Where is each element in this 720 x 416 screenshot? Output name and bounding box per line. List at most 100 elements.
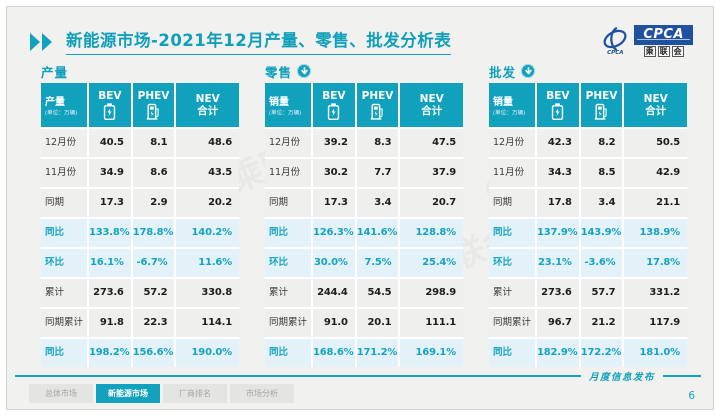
panel-production: 产量 产量 (单位：万辆) BEV [41, 61, 239, 367]
logo-wordmark: CPCA [634, 25, 693, 45]
nev-total-column-header: NEV 合计 [624, 83, 687, 127]
cell-value: 96.7 [537, 309, 579, 337]
row-label: 环比 [41, 249, 87, 277]
cell-value: 54.5 [356, 279, 399, 307]
row-label: 12月份 [41, 129, 87, 157]
cell-value: 21.2 [580, 309, 623, 337]
cell-value: 156.6% [132, 339, 175, 367]
cell-value: 7.5% [356, 249, 399, 277]
panel-title: 批发 [489, 64, 517, 80]
row-label: 同期 [489, 189, 535, 217]
section-tab-3[interactable]: 市场分析 [230, 384, 294, 403]
cell-value: 43.5 [176, 159, 239, 187]
row-label: 同期 [265, 189, 311, 217]
cell-value: 117.9 [624, 309, 687, 337]
cell-value: 17.3 [89, 189, 131, 217]
cell-value: 114.1 [176, 309, 239, 337]
cell-value: 181.0% [624, 339, 687, 367]
cpca-logo: CPCA CPCA 乘 联 会 [601, 25, 693, 57]
row-label: 11月份 [265, 159, 311, 187]
cell-value: 42.9 [624, 159, 687, 187]
cell-value: 91.8 [89, 309, 131, 337]
charging-station-icon [594, 103, 607, 120]
row-label: 同比 [489, 219, 535, 247]
panel-production-header: 产量 [41, 61, 239, 81]
section-tab-2[interactable]: 厂商排名 [163, 384, 227, 403]
row-label: 累计 [41, 279, 87, 307]
cell-value: 40.5 [89, 129, 131, 157]
measure-label: 产量 [45, 96, 65, 108]
bev-column-header: BEV [313, 83, 355, 127]
logo-org-char: 联 [657, 46, 670, 57]
cell-value: 34.9 [89, 159, 131, 187]
battery-icon [552, 103, 564, 120]
cell-value: 23.1% [537, 249, 579, 277]
row-label: 累计 [489, 279, 535, 307]
cell-value: 2.9 [132, 189, 175, 217]
cell-value: 20.1 [356, 309, 399, 337]
row-label: 12月份 [265, 129, 311, 157]
phev-column-header: PHEV [580, 83, 623, 127]
measure-header-cell: 销量 (单位：万辆) [265, 83, 311, 127]
cell-value: 3.4 [356, 189, 399, 217]
measure-header-cell: 销量 (单位：万辆) [489, 83, 535, 127]
unit-label: (单位：万辆) [45, 109, 78, 116]
cell-value: 198.2% [89, 339, 131, 367]
measure-header-cell: 产量 (单位：万辆) [41, 83, 87, 127]
cell-value: 133.8% [89, 219, 131, 247]
row-label: 11月份 [489, 159, 535, 187]
cell-value: 172.2% [580, 339, 623, 367]
panel-wholesale: 批发 销量 (单位：万辆) BEV [489, 61, 687, 367]
cell-value: 57.2 [132, 279, 175, 307]
cell-value: 141.6% [356, 219, 399, 247]
page-number: 6 [688, 390, 695, 402]
ribbon-line [15, 375, 581, 377]
cell-value: 128.8% [400, 219, 463, 247]
slide: CPCA 乘联会 CPCA 乘联会 CPCA 乘联会 新能源市场-2021年12… [6, 6, 714, 410]
section-tab-0[interactable]: 总体市场 [29, 384, 93, 403]
cell-value: 8.6 [132, 159, 175, 187]
cell-value: 7.7 [356, 159, 399, 187]
cell-value: 178.8% [132, 219, 175, 247]
cell-value: 57.7 [580, 279, 623, 307]
cell-value: 126.3% [313, 219, 355, 247]
cell-value: 34.3 [537, 159, 579, 187]
measure-label: 销量 [493, 96, 513, 108]
cell-value: 171.2% [356, 339, 399, 367]
cell-value: 138.9% [624, 219, 687, 247]
section-tabs: 总体市场 新能源市场 厂商排名 市场分析 [29, 384, 294, 403]
panels-container: 产量 产量 (单位：万辆) BEV [41, 61, 687, 367]
cell-value: 11.6% [176, 249, 239, 277]
cell-value: 298.9 [400, 279, 463, 307]
row-label: 同期累计 [489, 309, 535, 337]
cell-value: 16.1% [89, 249, 131, 277]
bev-column-header: BEV [89, 83, 131, 127]
cell-value: 48.6 [176, 129, 239, 157]
cell-value: 244.4 [313, 279, 355, 307]
down-arrow-icon [521, 64, 536, 78]
bev-column-header: BEV [537, 83, 579, 127]
cell-value: 20.7 [400, 189, 463, 217]
cell-value: 20.2 [176, 189, 239, 217]
cell-value: 8.1 [132, 129, 175, 157]
cell-value: 143.9% [580, 219, 623, 247]
cell-value: 330.8 [176, 279, 239, 307]
row-label: 同比 [265, 339, 311, 367]
charging-station-icon [370, 103, 383, 120]
cell-value: 22.3 [132, 309, 175, 337]
row-label: 同期累计 [265, 309, 311, 337]
cell-value: 50.5 [624, 129, 687, 157]
ribbon-label: 月度信息发布 [588, 372, 655, 383]
cell-value: 17.8% [624, 249, 687, 277]
panel-retail: 零售 销量 (单位：万辆) BEV [265, 61, 463, 367]
cell-value: -6.7% [132, 249, 175, 277]
cell-value: 37.9 [400, 159, 463, 187]
cell-value: 169.1% [400, 339, 463, 367]
cell-value: 140.2% [176, 219, 239, 247]
panel-wholesale-header: 批发 [489, 61, 687, 81]
row-label: 同比 [41, 219, 87, 247]
section-tab-1[interactable]: 新能源市场 [96, 384, 160, 403]
cell-value: -3.6% [580, 249, 623, 277]
cell-value: 8.3 [356, 129, 399, 157]
row-label: 同比 [265, 219, 311, 247]
